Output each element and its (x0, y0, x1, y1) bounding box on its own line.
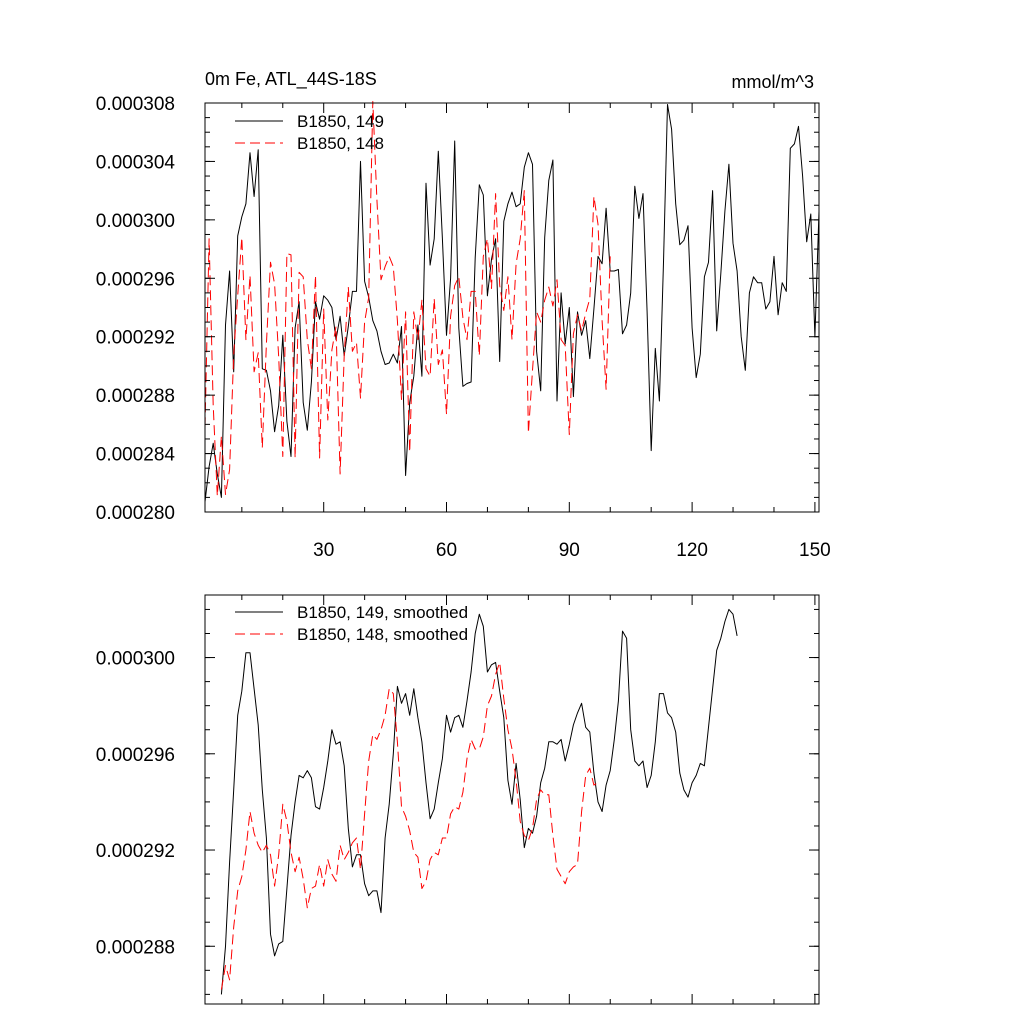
top-legend: B1850, 149 B1850, 148 (235, 112, 384, 153)
bottom-series-line-run148 (220, 661, 599, 990)
top-ticks-group: 0.000280 0.000284 0.000288 0.000292 0.000296… (96, 94, 831, 561)
bottom-ticks-group: 0.000288 0.000292 0.000296 0.000300 (96, 595, 819, 1004)
bottom-y-tick-label: 0.000300 (96, 649, 175, 670)
top-y-tick-label: 0.000296 (96, 269, 175, 290)
top-y-tick-label: 0.000284 (96, 445, 176, 466)
bottom-series-group (220, 608, 738, 995)
top-plot-frame (204, 102, 820, 513)
top-x-tick-label: 90 (559, 540, 580, 561)
top-series-line-run149 (204, 104, 820, 502)
top-y-tick-label: 0.000300 (96, 211, 175, 232)
legend-label-148-smoothed: B1850, 148, smoothed (297, 625, 468, 644)
legend-label-148: B1850, 148 (297, 134, 384, 153)
top-y-tick-label: 0.000280 (96, 503, 175, 524)
top-x-tick-label: 120 (676, 540, 708, 561)
bottom-plot-frame (204, 594, 820, 1005)
top-y-tick-label: 0.000308 (96, 94, 175, 115)
top-y-tick-label: 0.000292 (96, 328, 175, 349)
top-y-tick-label: 0.000304 (96, 152, 176, 173)
top-series-group (204, 101, 820, 502)
bottom-y-tick-label: 0.000296 (96, 745, 175, 766)
legend-label-149-smoothed: B1850, 149, smoothed (297, 603, 468, 622)
top-panel: 0m Fe, ATL_44S-18S mmol/m^3 0.0002800.00… (96, 69, 831, 561)
units-label: mmol/m^3 (732, 72, 814, 92)
bottom-panel: 0.000288 0.000292 0.000296 0.000300 B1850, … (96, 594, 820, 1005)
bottom-legend: B1850, 149, smoothed B1850, 148, smoothe… (235, 603, 468, 644)
chart-title: 0m Fe, ATL_44S-18S (205, 69, 377, 90)
top-x-tick-label: 30 (313, 540, 334, 561)
top-y-tick-label: 0.000288 (96, 386, 175, 407)
bottom-series-line-run149 (220, 608, 738, 995)
top-x-tick-label: 150 (799, 540, 831, 561)
bottom-y-tick-label: 0.000292 (96, 841, 175, 862)
legend-label-149: B1850, 149 (297, 112, 384, 131)
bottom-y-tick-label: 0.000288 (96, 937, 175, 958)
top-series-line-run148 (204, 101, 611, 497)
top-x-tick-label: 60 (436, 540, 457, 561)
